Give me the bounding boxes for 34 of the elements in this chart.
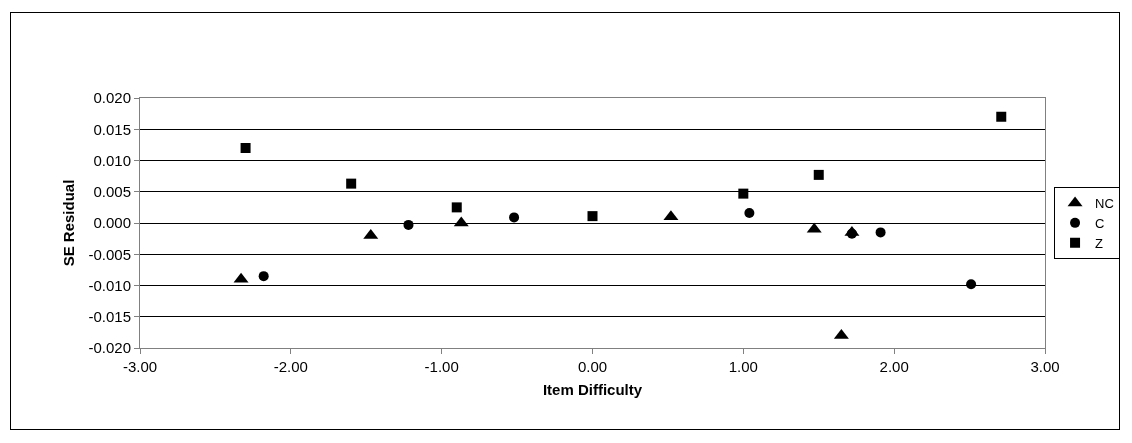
x-tick-label: 1.00	[728, 358, 758, 375]
y-tick-label: 0.010	[93, 151, 131, 169]
y-tick-label: 0.015	[93, 120, 131, 138]
y-tick-label: -0.020	[88, 339, 131, 357]
point	[738, 188, 749, 199]
point	[813, 169, 824, 180]
x-tick-label: -3.00	[122, 358, 158, 375]
y-tick-label: 0.005	[93, 183, 131, 200]
point	[346, 178, 357, 189]
point	[240, 143, 251, 153]
point	[403, 219, 414, 230]
point	[258, 271, 269, 282]
y-tick-label: 0.020	[93, 89, 131, 107]
y-axis-title: SE Residual	[59, 179, 77, 267]
point	[509, 212, 520, 223]
legend-label: NC	[1095, 196, 1114, 212]
legend-label: Z	[1095, 235, 1104, 251]
x-tick-label: 2.00	[879, 358, 909, 375]
x-tick-label: -2.00	[273, 358, 308, 375]
point	[744, 208, 755, 218]
y-tick-label: -0.015	[88, 308, 131, 325]
y-tick-label: -0.010	[88, 276, 131, 294]
point	[996, 111, 1007, 122]
point	[875, 227, 886, 238]
y-tick-label: 0.000	[93, 214, 131, 232]
point	[966, 279, 977, 290]
x-tick-label: -1.00	[424, 358, 459, 375]
x-tick-label: 0.00	[577, 358, 608, 375]
point	[451, 202, 462, 213]
y-tick-label: -0.005	[88, 245, 131, 263]
point	[587, 211, 598, 222]
x-axis-title: Item Difficulty	[542, 381, 643, 398]
legend-label: C	[1095, 215, 1105, 231]
x-tick-label: 3.00	[1030, 358, 1060, 375]
